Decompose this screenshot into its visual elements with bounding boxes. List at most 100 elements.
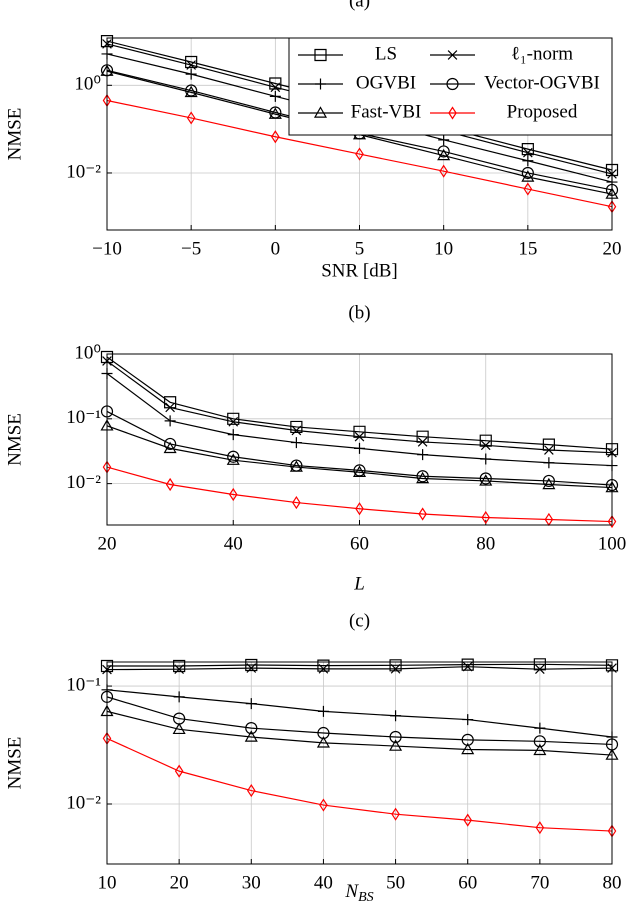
data-point	[416, 470, 429, 483]
x-tick-label: 80	[603, 872, 622, 893]
data-point	[542, 477, 556, 490]
data-point	[535, 821, 545, 835]
data-point	[100, 659, 114, 673]
data-point	[291, 425, 302, 436]
data-point	[355, 502, 364, 516]
data-point	[186, 60, 196, 70]
data-point	[100, 64, 114, 77]
data-point	[522, 155, 534, 167]
x-tick-label: 10	[434, 238, 453, 259]
data-point	[271, 130, 280, 144]
data-point	[268, 107, 282, 119]
y-tick-label: 10⁰	[74, 342, 101, 363]
x-tick-label: −10	[92, 238, 122, 259]
legend-label: Vector-OGVBI	[484, 72, 600, 93]
x-tick-label: 80	[476, 533, 495, 554]
data-point	[462, 714, 474, 726]
data-point	[418, 507, 427, 521]
data-point	[319, 798, 328, 812]
data-point	[605, 163, 619, 177]
x-tick-label: 20	[98, 533, 117, 554]
data-point	[605, 443, 619, 456]
plot-frame	[106, 661, 613, 865]
legend-label: ℓ₁-norm	[511, 43, 573, 64]
data-point	[533, 735, 546, 748]
data-point	[535, 664, 545, 675]
x-tick-label: 15	[518, 238, 537, 259]
legend-label: Proposed	[507, 101, 578, 122]
series-line	[106, 425, 613, 489]
legend-label: LS	[375, 43, 397, 64]
legend-marker	[448, 106, 457, 120]
data-point	[389, 739, 403, 751]
data-point	[290, 437, 302, 449]
y-tick-label: 10⁻²	[66, 472, 101, 493]
data-point	[244, 730, 258, 742]
data-point	[391, 807, 400, 821]
data-point	[173, 712, 186, 725]
x-axis-label: NBS	[344, 881, 373, 905]
x-tick-label: 70	[530, 872, 549, 893]
x-tick-label: 10	[98, 872, 117, 893]
x-axis-label: SNR [dB]	[321, 260, 398, 281]
data-point	[270, 82, 281, 93]
data-point	[389, 730, 402, 744]
data-point	[461, 733, 474, 746]
x-tick-label: 60	[350, 533, 369, 554]
legend-marker	[315, 78, 326, 90]
data-point	[416, 471, 430, 484]
plot-frame	[106, 353, 613, 526]
data-point	[479, 474, 493, 486]
legend-label: OGVBI	[356, 72, 416, 93]
data-point	[246, 663, 257, 673]
data-point	[292, 495, 301, 510]
data-point	[173, 691, 185, 703]
data-point	[521, 170, 535, 182]
chart-title: (c)	[349, 610, 370, 631]
y-tick-label: 10⁻²	[66, 792, 101, 813]
data-point	[417, 437, 428, 447]
data-point	[184, 85, 198, 98]
data-point	[100, 350, 114, 364]
series-line	[106, 99, 613, 208]
x-tick-label: 0	[271, 238, 281, 259]
data-point	[269, 106, 282, 119]
series-line	[106, 696, 613, 746]
data-point	[523, 147, 533, 158]
data-point	[390, 664, 401, 674]
data-point	[245, 722, 258, 735]
data-point	[290, 459, 303, 472]
data-point	[354, 442, 365, 454]
data-point	[480, 440, 491, 451]
y-tick-label: 10⁰	[74, 74, 101, 95]
data-point	[352, 465, 367, 477]
x-tick-label: 40	[314, 872, 333, 893]
y-axis-label: NMSE	[4, 737, 25, 790]
data-point	[316, 736, 330, 748]
data-point	[174, 764, 184, 778]
x-tick-label: −5	[181, 238, 201, 259]
legend-box	[288, 37, 613, 136]
data-point	[534, 722, 546, 734]
data-point	[186, 111, 196, 125]
data-point	[185, 68, 197, 80]
data-point	[523, 182, 533, 196]
data-point	[317, 705, 329, 717]
series-line	[106, 356, 613, 450]
x-tick-label: 100	[598, 533, 627, 554]
x-tick-label: 50	[386, 872, 405, 893]
series-line	[107, 663, 613, 667]
data-point	[417, 449, 429, 461]
series-line	[106, 410, 613, 486]
data-point	[605, 659, 619, 672]
data-point	[185, 84, 198, 97]
data-point	[246, 783, 256, 798]
data-point	[228, 416, 239, 427]
y-tick-label: 10⁻²	[66, 161, 101, 182]
data-point	[605, 738, 619, 751]
data-point	[461, 742, 475, 755]
y-tick-label: 10⁻¹	[66, 674, 101, 695]
data-point	[544, 445, 554, 455]
data-point	[165, 477, 175, 492]
